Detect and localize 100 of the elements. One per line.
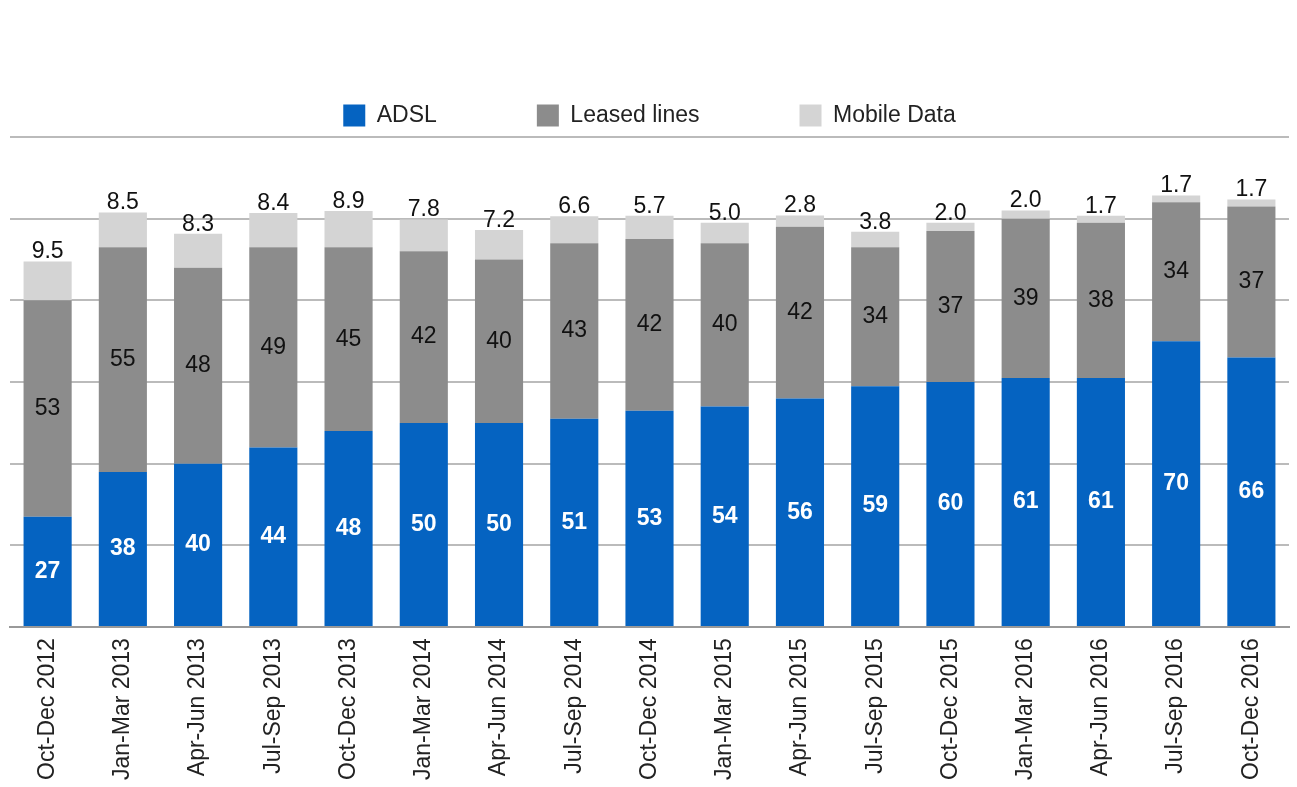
bar bbox=[926, 230, 975, 383]
bar bbox=[399, 251, 448, 423]
bar bbox=[23, 261, 72, 301]
x-tick-label: Jan-Mar 2016 bbox=[1011, 638, 1038, 781]
bar bbox=[851, 386, 900, 627]
data-label: 48 bbox=[185, 351, 211, 378]
bar bbox=[625, 215, 674, 240]
data-label: 54 bbox=[711, 501, 738, 528]
x-tick-label: Jul-Sep 2013 bbox=[258, 638, 285, 774]
bar bbox=[98, 247, 147, 472]
data-label: 53 bbox=[636, 503, 663, 530]
legend-label: Leased lines bbox=[570, 100, 700, 127]
data-label: 43 bbox=[561, 316, 588, 343]
data-label: 2.0 bbox=[934, 198, 967, 225]
bar bbox=[174, 233, 223, 268]
data-label: 7.2 bbox=[483, 205, 516, 232]
bar bbox=[625, 239, 674, 411]
data-label: 9.5 bbox=[31, 237, 64, 264]
data-label: 1.7 bbox=[1084, 191, 1117, 218]
bar bbox=[23, 300, 72, 517]
data-label: 49 bbox=[260, 332, 287, 359]
data-label: 3.8 bbox=[859, 207, 892, 234]
data-label: 59 bbox=[862, 491, 888, 518]
data-label: 61 bbox=[1088, 487, 1114, 514]
x-tick-label: Oct-Dec 2015 bbox=[935, 638, 962, 780]
data-label: 27 bbox=[34, 556, 61, 583]
bar bbox=[474, 230, 524, 260]
data-label: 8.3 bbox=[182, 209, 215, 236]
data-label: 50 bbox=[411, 509, 437, 536]
data-label: 66 bbox=[1238, 477, 1265, 504]
bar bbox=[1001, 377, 1050, 627]
bar bbox=[926, 222, 975, 231]
bar bbox=[700, 243, 749, 407]
data-label: 34 bbox=[1163, 257, 1190, 284]
bar bbox=[700, 406, 749, 627]
x-tick-label: Jul-Sep 2015 bbox=[860, 638, 887, 774]
data-label: 40 bbox=[711, 310, 738, 337]
bar bbox=[324, 210, 373, 248]
x-tick-label: Oct-Dec 2014 bbox=[634, 637, 661, 780]
bar bbox=[174, 463, 223, 627]
data-label: 7.8 bbox=[407, 195, 440, 222]
x-tick-label: Apr-Jun 2015 bbox=[785, 638, 812, 777]
data-label: 1.7 bbox=[1160, 171, 1193, 198]
bar bbox=[23, 516, 72, 627]
bar bbox=[1001, 210, 1050, 219]
x-tick-label: Oct-Dec 2013 bbox=[333, 638, 360, 780]
x-tick-label: Jan-Mar 2013 bbox=[108, 638, 135, 781]
legend-label: ADSL bbox=[376, 100, 438, 127]
bar bbox=[1076, 215, 1125, 223]
bar bbox=[851, 247, 900, 387]
data-label: 8.5 bbox=[106, 188, 139, 215]
bar bbox=[1227, 199, 1276, 207]
data-label: 42 bbox=[411, 322, 437, 349]
bar bbox=[474, 422, 524, 627]
bar bbox=[98, 212, 147, 248]
x-tick-label: Jul-Sep 2016 bbox=[1161, 638, 1188, 774]
data-label: 45 bbox=[335, 324, 362, 351]
x-tick-label: Oct-Dec 2012 bbox=[32, 638, 59, 780]
data-label: 40 bbox=[185, 530, 211, 557]
bar bbox=[851, 231, 900, 248]
data-label: 34 bbox=[862, 302, 889, 329]
bar bbox=[1227, 206, 1276, 358]
data-label: 42 bbox=[636, 310, 663, 337]
bar bbox=[1001, 218, 1050, 378]
bar bbox=[1076, 377, 1125, 627]
data-label: 1.7 bbox=[1235, 175, 1268, 202]
data-label: 2.8 bbox=[783, 191, 816, 218]
bar bbox=[1152, 195, 1201, 203]
data-label: 53 bbox=[34, 393, 61, 420]
data-label: 40 bbox=[486, 326, 512, 353]
data-label: 38 bbox=[1088, 285, 1114, 312]
data-label: 70 bbox=[1163, 468, 1189, 495]
bar bbox=[550, 216, 599, 244]
bar bbox=[625, 410, 674, 627]
data-label: 8.9 bbox=[332, 186, 365, 213]
x-tick-label: Apr-Jun 2014 bbox=[484, 637, 511, 777]
data-label: 38 bbox=[110, 534, 136, 561]
data-label: 6.6 bbox=[558, 192, 591, 219]
bar bbox=[550, 418, 599, 627]
data-label: 48 bbox=[335, 513, 362, 540]
bar bbox=[775, 215, 825, 227]
data-label: 5.7 bbox=[633, 191, 666, 218]
bar bbox=[399, 219, 448, 252]
data-label: 51 bbox=[561, 507, 588, 534]
data-label: 50 bbox=[486, 509, 512, 536]
bar bbox=[550, 243, 599, 419]
bar bbox=[249, 212, 298, 248]
data-label: 2.0 bbox=[1009, 186, 1042, 213]
data-label: 44 bbox=[260, 522, 287, 549]
x-tick-label: Apr-Jun 2016 bbox=[1086, 638, 1113, 777]
data-label: 39 bbox=[1012, 283, 1039, 310]
bar bbox=[249, 247, 298, 448]
data-label: 60 bbox=[937, 489, 964, 516]
data-label: 8.4 bbox=[257, 188, 290, 215]
bar bbox=[1076, 222, 1125, 378]
data-label: 55 bbox=[110, 344, 136, 371]
bar bbox=[174, 267, 223, 464]
legend-label: Mobile Data bbox=[833, 100, 956, 127]
bar bbox=[1227, 357, 1276, 627]
bar bbox=[926, 382, 975, 627]
